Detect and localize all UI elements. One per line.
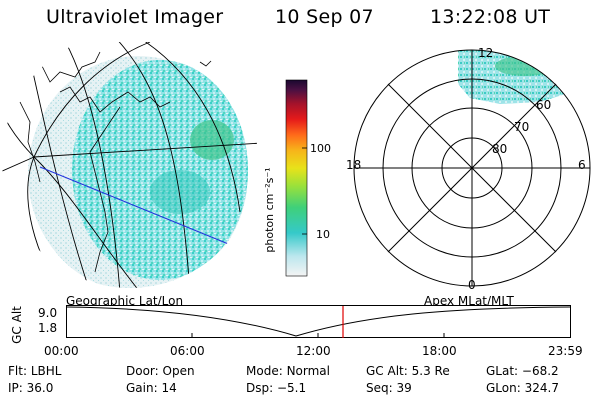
polar-mlt-panel xyxy=(353,49,591,287)
time-tick-2359: 23:59 xyxy=(548,344,583,358)
polar-panel-title: Apex MLat/MLT xyxy=(424,294,514,308)
time-tick-0600: 06:00 xyxy=(170,344,205,358)
altitude-curve xyxy=(66,306,571,337)
coastline xyxy=(19,51,221,273)
time-tick-1800: 18:00 xyxy=(422,344,457,358)
mlat-label-80: 80 xyxy=(492,142,508,156)
mlt-label-dawn: 6 xyxy=(578,158,586,172)
bright-emission-patch xyxy=(190,120,234,160)
status-mode: Mode: Normal xyxy=(246,364,330,378)
status-dsp: Dsp: −5.1 xyxy=(246,381,307,395)
time-tick-1200: 12:00 xyxy=(296,344,331,358)
polar-grid xyxy=(353,49,591,287)
mlt-label-noon: 12 xyxy=(478,46,494,60)
status-glat: GLat: −68.2 xyxy=(486,364,559,378)
mlt-label-dusk: 18 xyxy=(346,158,362,172)
geographic-panel-title: Geographic Lat/Lon xyxy=(66,294,184,308)
mlat-label-60: 60 xyxy=(536,98,552,112)
status-glon: GLon: 324.7 xyxy=(486,381,559,395)
terminator-line xyxy=(39,166,249,253)
status-door: Door: Open xyxy=(126,364,195,378)
status-seq: Seq: 39 xyxy=(366,381,412,395)
colorbar-tick-10: 10 xyxy=(316,228,330,241)
mlat-label-70: 70 xyxy=(514,120,530,134)
colorbar-gradient xyxy=(285,79,308,277)
observation-time: 13:22:08 UT xyxy=(430,6,551,28)
alt-label-low: 1.8 xyxy=(38,321,58,335)
status-filter: Flt: LBHL xyxy=(8,364,62,378)
time-tick-0000: 00:00 xyxy=(44,344,79,358)
orbit-altitude-plot xyxy=(66,305,571,338)
timeline-axis-label: GC Alt xyxy=(10,306,24,344)
colorbar-tick-100: 100 xyxy=(310,142,331,155)
status-gain: Gain: 14 xyxy=(126,381,177,395)
instrument-title: Ultraviolet Imager xyxy=(46,6,224,28)
colorbar-unit-label: photon cm⁻²s⁻¹ xyxy=(263,167,276,252)
observation-date: 10 Sep 07 xyxy=(275,6,374,28)
alt-label-high: 9.0 xyxy=(38,306,58,320)
dayglow-emission-region xyxy=(72,60,248,280)
colorbar: photon cm⁻²s⁻¹ xyxy=(263,79,308,277)
status-ip: IP: 36.0 xyxy=(8,381,54,395)
status-gc-alt: GC Alt: 5.3 Re xyxy=(366,364,450,378)
mlt-label-midnight: 0 xyxy=(468,278,476,292)
geographic-image-panel xyxy=(2,42,258,288)
